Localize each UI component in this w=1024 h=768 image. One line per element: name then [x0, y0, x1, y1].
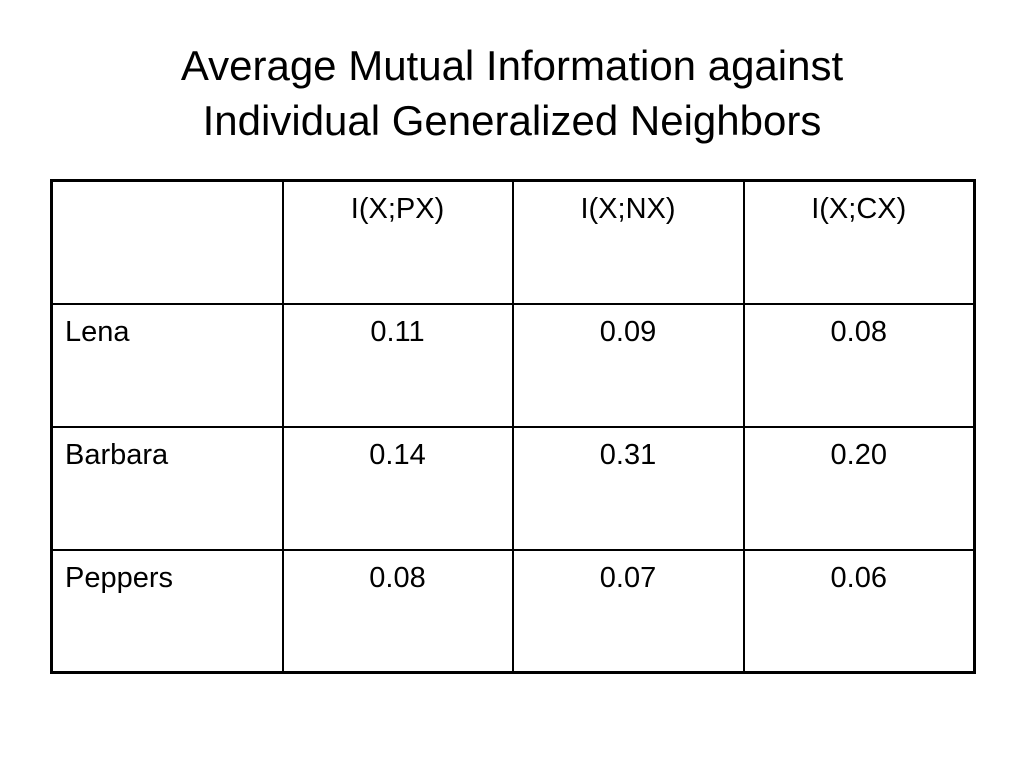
- table-cell: 0.14: [281, 425, 514, 551]
- table-cell: 0.08: [281, 548, 514, 674]
- row-label-lena: Lena: [50, 302, 284, 428]
- slide-title: Average Mutual Information against Indiv…: [0, 38, 1024, 148]
- table-row-barbara: Barbara 0.14 0.31 0.20: [50, 425, 976, 551]
- table-cell: 0.09: [511, 302, 745, 428]
- table-cell: 0.07: [511, 548, 745, 674]
- slide-title-line-1: Average Mutual Information against: [180, 42, 844, 89]
- table-header-row: I(X;PX) I(X;NX) I(X;CX): [50, 179, 976, 305]
- table-cell: 0.08: [742, 302, 976, 428]
- table-cell: 0.11: [281, 302, 514, 428]
- table-row-lena: Lena 0.11 0.09 0.08: [50, 302, 976, 428]
- row-label-barbara: Barbara: [50, 425, 284, 551]
- table-cell: 0.06: [742, 548, 976, 674]
- table-row-peppers: Peppers 0.08 0.07 0.06: [50, 548, 976, 674]
- column-header-nx: I(X;NX): [511, 179, 745, 305]
- table-corner-cell: [50, 179, 284, 305]
- table-cell: 0.20: [742, 425, 976, 551]
- row-label-peppers: Peppers: [50, 548, 284, 674]
- column-header-cx: I(X;CX): [742, 179, 976, 305]
- column-header-px: I(X;PX): [281, 179, 514, 305]
- mutual-information-table: I(X;PX) I(X;NX) I(X;CX) Lena 0.11 0.09 0…: [50, 179, 976, 674]
- table-cell: 0.31: [511, 425, 745, 551]
- slide-title-line-2: Individual Generalized Neighbors: [202, 97, 822, 144]
